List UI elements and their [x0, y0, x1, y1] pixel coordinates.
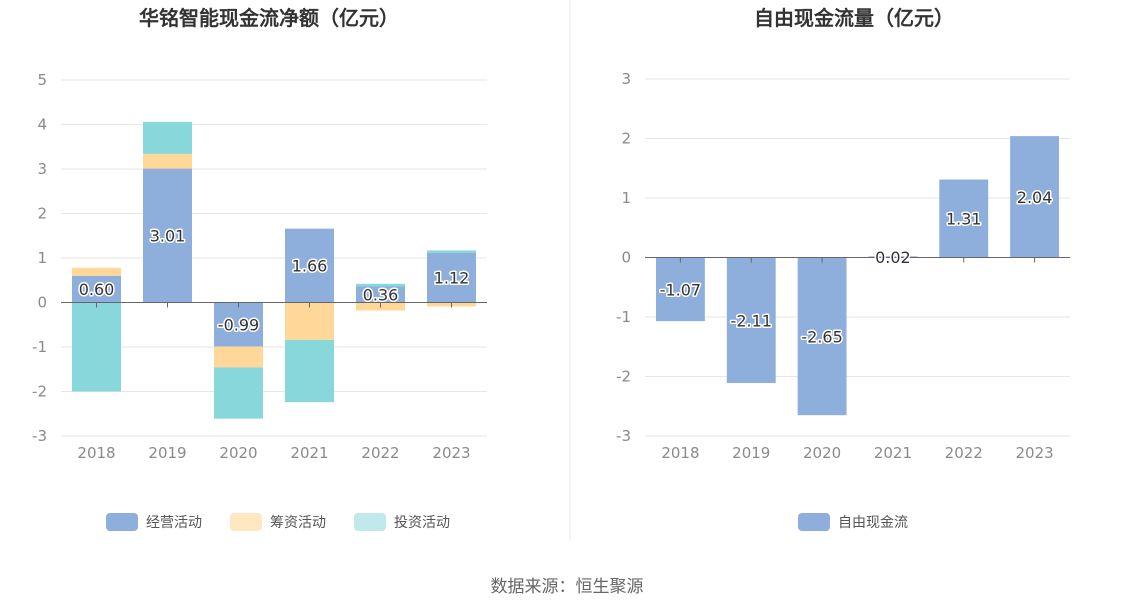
data-label: 0.36 [363, 285, 399, 304]
legend-swatch [230, 513, 262, 531]
bar-投资活动 [72, 302, 121, 392]
y-tick-label: -2 [616, 368, 631, 386]
data-label: 2.04 [1017, 188, 1053, 207]
data-label: 0.02 [875, 248, 911, 267]
legend-label: 经营活动 [146, 515, 202, 531]
bar-经营活动 [427, 252, 476, 303]
legend-swatch [798, 513, 830, 531]
y-tick-label: -3 [32, 427, 47, 445]
bar-经营活动 [143, 168, 192, 303]
bar-自由现金流 [655, 257, 705, 322]
bar-筹资活动 [72, 267, 121, 276]
x-tick-label: 2022 [945, 444, 983, 462]
bar-经营活动 [356, 286, 405, 303]
bar-经营活动 [285, 228, 334, 303]
bar-经营活动 [214, 302, 263, 347]
bar-投资活动 [214, 367, 263, 419]
cashflow-net-chart: 华铭智能现金流净额（亿元） 5 4 3 2 1 0 -1 -2 -3 2018 2019 2020 20… [32, 6, 487, 531]
x-tick-label: 2019 [732, 444, 770, 462]
legend-swatch [106, 513, 138, 531]
y-tick-label: 2 [37, 205, 47, 223]
data-label: 1.31 [946, 210, 982, 229]
x-tick-label: 2019 [148, 444, 186, 462]
data-label: -0.99 [218, 316, 259, 335]
y-tick-label: 3 [621, 70, 631, 88]
x-tick-label: 2023 [1015, 444, 1053, 462]
legend-label: 自由现金流 [838, 515, 908, 531]
bar-自由现金流 [797, 257, 847, 416]
data-label: -1.07 [660, 280, 701, 299]
y-tick-label: 0 [37, 294, 47, 312]
y-tick-label: 2 [621, 130, 631, 148]
data-label: 1.12 [434, 269, 470, 288]
y-tick-label: -2 [32, 383, 47, 401]
data-label: 0.60 [79, 280, 115, 299]
legend-label: 投资活动 [394, 515, 450, 531]
data-label: -2.11 [731, 311, 772, 330]
chart-title: 华铭智能现金流净额（亿元） [139, 6, 399, 30]
y-tick-label: -3 [616, 427, 631, 445]
x-tick-label: 2018 [661, 444, 699, 462]
x-tick-label: 2020 [803, 444, 841, 462]
y-tick-label: 5 [37, 71, 47, 89]
bar-筹资活动 [143, 153, 192, 169]
y-tick-label: -1 [32, 338, 47, 356]
x-tick-label: 2018 [77, 444, 115, 462]
legend-label: 筹资活动 [270, 514, 326, 531]
data-source: 数据来源：恒生聚源 [491, 577, 644, 597]
data-label: 1.66 [292, 257, 328, 276]
y-tick-label: 1 [37, 249, 47, 267]
bar-自由现金流 [868, 256, 918, 258]
legend-swatch [354, 513, 386, 531]
bar-投资活动 [356, 283, 405, 287]
bar-投资活动 [285, 339, 334, 403]
chart-title: 自由现金流量（亿元） [754, 6, 954, 30]
bar-经营活动 [72, 275, 121, 303]
x-tick-label: 2020 [219, 444, 257, 462]
y-tick-label: 4 [37, 116, 47, 134]
y-tick-label: -1 [616, 308, 631, 326]
x-tick-label: 2021 [290, 444, 328, 462]
y-tick-label: 0 [621, 249, 631, 267]
bar-自由现金流 [939, 179, 989, 258]
x-tick-label: 2023 [432, 444, 470, 462]
bar-投资活动 [427, 250, 476, 253]
bar-投资活动 [143, 121, 192, 154]
y-tick-label: 3 [37, 160, 47, 178]
bar-自由现金流 [1010, 136, 1060, 258]
bar-筹资活动 [214, 346, 263, 368]
y-tick-label: 1 [621, 189, 631, 207]
free-cashflow-chart: 自由现金流量（亿元） 3 2 1 0 -1 -2 -3 2018 2019 2020 2021 202… [616, 6, 1070, 531]
x-tick-label: 2021 [874, 444, 912, 462]
bar-自由现金流 [726, 257, 776, 384]
data-label: -2.65 [801, 327, 842, 346]
bar-筹资活动 [285, 302, 334, 340]
x-tick-label: 2022 [361, 444, 399, 462]
data-label: 3.01 [150, 227, 186, 246]
